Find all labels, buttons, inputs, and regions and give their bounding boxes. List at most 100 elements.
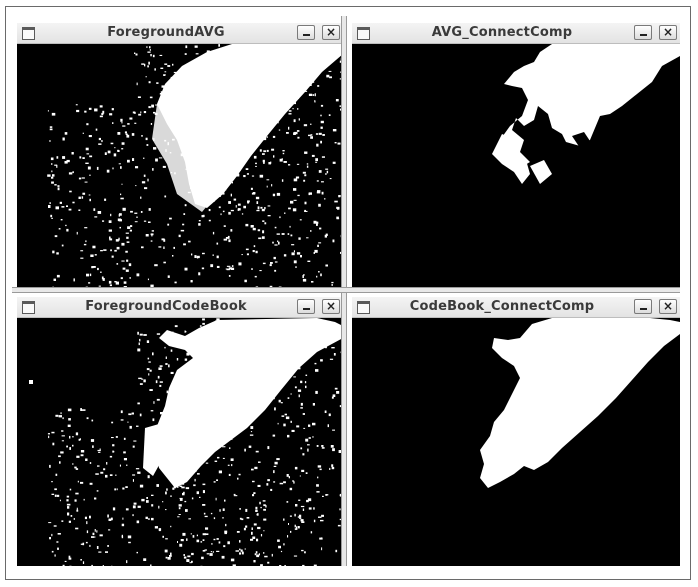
- noise-pixel: [164, 434, 166, 437]
- noise-pixel: [263, 137, 267, 141]
- noise-pixel: [216, 242, 219, 245]
- noise-pixel: [245, 508, 248, 512]
- noise-pixel: [69, 435, 71, 439]
- noise-pixel: [176, 358, 179, 361]
- noise-pixel: [159, 384, 162, 387]
- horizontal-splitter[interactable]: [12, 287, 680, 293]
- noise-pixel: [231, 359, 234, 362]
- noise-pixel: [306, 499, 309, 503]
- noise-pixel: [121, 535, 124, 539]
- noise-pixel: [170, 552, 172, 556]
- noise-pixel: [56, 252, 59, 255]
- noise-pixel: [259, 174, 264, 178]
- noise-pixel: [47, 433, 50, 435]
- noise-pixel: [273, 345, 275, 349]
- noise-pixel: [213, 517, 216, 520]
- close-button[interactable]: ×: [322, 299, 340, 314]
- noise-pixel: [144, 63, 146, 67]
- noise-pixel: [93, 208, 96, 211]
- noise-pixel: [146, 144, 149, 146]
- noise-pixel: [250, 187, 253, 190]
- minimize-button[interactable]: [634, 299, 652, 314]
- noise-pixel: [250, 431, 253, 433]
- noise-pixel: [308, 437, 311, 439]
- noise-pixel: [251, 527, 253, 530]
- window-titlebar[interactable]: CodeBook_ConnectComp ×: [352, 297, 680, 318]
- noise-pixel: [302, 413, 305, 415]
- noise-pixel: [241, 108, 243, 111]
- noise-pixel: [305, 385, 307, 389]
- noise-pixel: [158, 367, 162, 370]
- noise-pixel: [145, 137, 148, 141]
- noise-pixel: [274, 269, 277, 272]
- noise-pixel: [49, 202, 51, 204]
- window-titlebar[interactable]: AVG_ConnectComp ×: [352, 23, 680, 44]
- noise-pixel: [122, 267, 126, 270]
- noise-pixel: [149, 369, 152, 372]
- noise-pixel: [329, 358, 334, 360]
- noise-pixel: [98, 285, 101, 287]
- noise-pixel: [172, 446, 175, 449]
- noise-pixel: [89, 544, 91, 547]
- noise-pixel: [58, 228, 61, 230]
- noise-pixel: [68, 555, 71, 559]
- noise-pixel: [81, 177, 85, 179]
- noise-pixel: [146, 500, 149, 503]
- noise-pixel: [195, 114, 197, 116]
- noise-pixel: [211, 543, 213, 545]
- noise-pixel: [251, 340, 253, 344]
- noise-pixel: [54, 184, 57, 186]
- noise-pixel: [274, 461, 278, 465]
- noise-pixel: [51, 550, 54, 553]
- minimize-button[interactable]: [634, 25, 652, 40]
- noise-pixel: [78, 209, 81, 211]
- noise-pixel: [51, 217, 53, 219]
- noise-pixel: [121, 122, 123, 124]
- noise-pixel: [120, 277, 123, 280]
- noise-pixel: [203, 512, 206, 515]
- noise-pixel: [163, 74, 166, 76]
- noise-pixel: [201, 215, 204, 218]
- noise-pixel: [239, 548, 241, 551]
- noise-pixel: [85, 162, 89, 164]
- noise-pixel: [241, 518, 244, 521]
- noise-pixel: [147, 475, 150, 479]
- noise-pixel: [259, 501, 261, 505]
- noise-pixel: [246, 253, 249, 256]
- minimize-button[interactable]: [297, 299, 315, 314]
- noise-pixel: [231, 82, 235, 86]
- window-menu-icon[interactable]: [357, 27, 370, 40]
- noise-pixel: [303, 90, 308, 92]
- noise-pixel: [283, 254, 287, 257]
- noise-pixel: [294, 386, 297, 389]
- noise-pixel: [202, 539, 205, 541]
- avg-connectcomp-mask-image: [352, 44, 680, 289]
- noise-pixel: [170, 397, 173, 401]
- noise-pixel: [206, 553, 210, 555]
- noise-pixel: [297, 194, 300, 197]
- noise-pixel: [202, 214, 205, 218]
- noise-pixel: [244, 62, 246, 64]
- noise-pixel: [211, 117, 214, 121]
- noise-pixel: [206, 50, 210, 53]
- close-button[interactable]: ×: [659, 25, 677, 40]
- noise-pixel: [151, 494, 154, 496]
- noise-pixel: [108, 280, 112, 284]
- close-button[interactable]: ×: [322, 25, 340, 40]
- window-titlebar[interactable]: ForegroundCodeBook ×: [17, 297, 343, 318]
- close-button[interactable]: ×: [659, 299, 677, 314]
- window-titlebar[interactable]: ForegroundAVG ×: [17, 23, 343, 44]
- noise-pixel: [321, 156, 325, 158]
- noise-pixel: [234, 152, 238, 154]
- window-menu-icon[interactable]: [22, 301, 35, 314]
- window-menu-icon[interactable]: [357, 301, 370, 314]
- noise-pixel: [339, 105, 342, 107]
- window-menu-icon[interactable]: [22, 27, 35, 40]
- noise-pixel: [61, 435, 65, 437]
- minimize-button[interactable]: [297, 25, 315, 40]
- noise-pixel: [205, 192, 209, 194]
- noise-pixel: [261, 236, 265, 239]
- noise-pixel: [107, 545, 109, 547]
- noise-pixel: [122, 207, 126, 211]
- noise-pixel: [283, 481, 286, 484]
